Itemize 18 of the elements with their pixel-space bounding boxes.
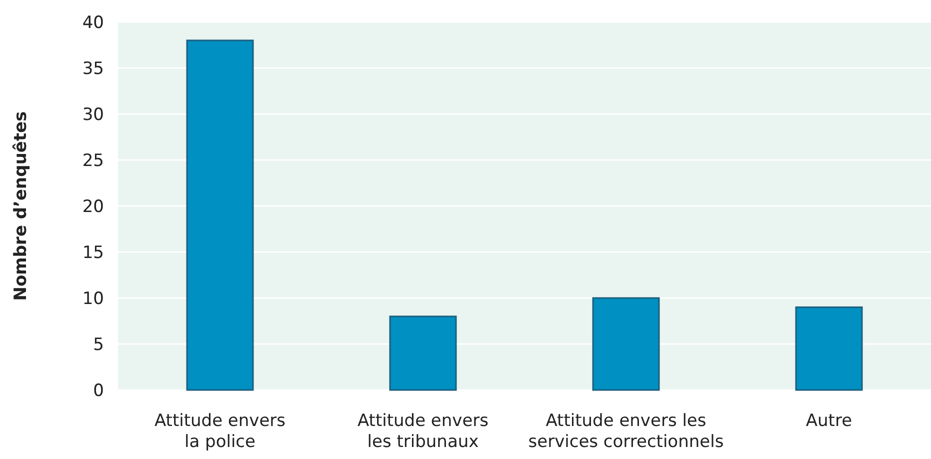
bar (186, 40, 254, 391)
y-tick-label: 35 (82, 58, 104, 79)
bar (389, 316, 457, 391)
x-tick-label: Attitude envers les services correctionnels (528, 411, 724, 452)
y-tick-label: 25 (82, 150, 104, 171)
y-tick-label: 15 (82, 242, 104, 263)
y-tick-label: 0 (93, 380, 104, 401)
y-tick-label: 30 (82, 104, 104, 125)
y-axis-title: Nombre d’enquêtes (11, 111, 31, 301)
y-tick-label: 5 (93, 334, 104, 355)
x-tick-label: Attitude envers les tribunaux (357, 411, 489, 452)
y-tick-label: 40 (82, 12, 104, 33)
y-tick-label: 10 (82, 288, 104, 309)
bar (795, 306, 863, 391)
x-tick-label: Attitude envers la police (154, 411, 286, 452)
y-tick-label: 20 (82, 196, 104, 217)
x-tick-label: Autre (806, 411, 852, 431)
bar (592, 297, 660, 391)
